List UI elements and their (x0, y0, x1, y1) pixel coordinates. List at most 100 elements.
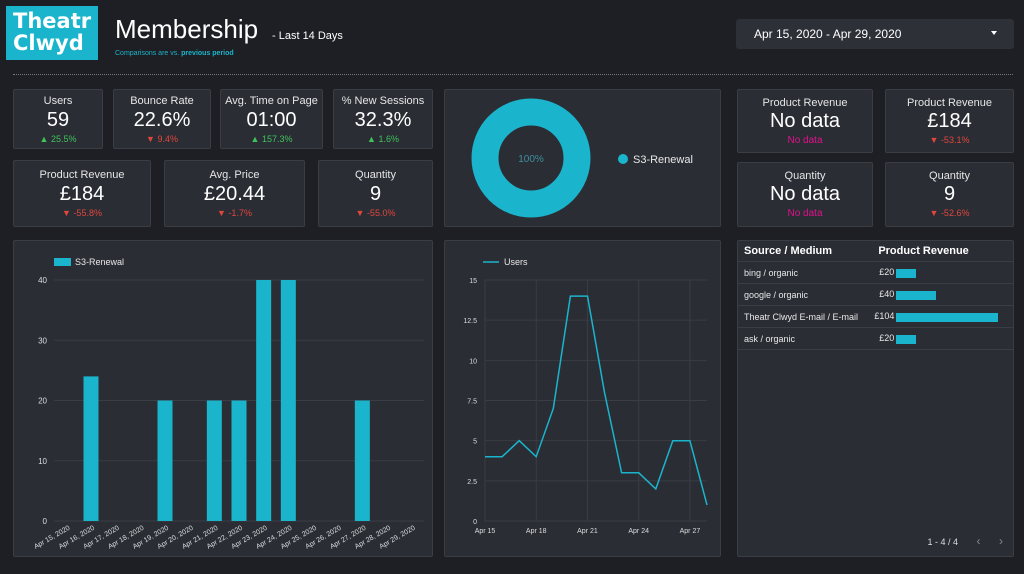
scorecard-sub: No data (787, 135, 823, 146)
divider (13, 74, 1013, 75)
scorecard-change: ▼ 9.4% (146, 134, 178, 144)
scorecard-quantity-current[interactable]: Quantity 9 ▼ -52.6% (885, 162, 1014, 227)
next-page-button[interactable]: › (999, 534, 1003, 548)
scorecard-value: No data (769, 110, 841, 132)
source-cell: Theatr Clwyd E-mail / E-mail (738, 305, 873, 328)
bar[interactable] (157, 400, 173, 522)
donut-center-label: 100% (518, 154, 544, 165)
x-tick-label: Apr 15 (475, 528, 496, 535)
comparison-note: Comparisons are vs. previous period (115, 50, 234, 57)
source-medium-table: Source / Medium Product Revenue bing / o… (738, 241, 1013, 350)
scorecard-value: 9 (369, 183, 382, 205)
scorecard-change: ▲ 157.3% (250, 134, 293, 144)
scorecard-label: Quantity (929, 170, 970, 182)
scorecard-value: £20.44 (203, 183, 266, 205)
revenue-value: £20 (879, 333, 895, 344)
scorecard-label: Avg. Price (209, 169, 260, 181)
scorecard-sub: ▼ -53.1% (929, 135, 970, 145)
scorecard-value: 22.6% (133, 109, 191, 131)
source-table-panel: Source / Medium Product Revenue bing / o… (737, 240, 1014, 557)
scorecard-bounce-rate[interactable]: Bounce Rate 22.6% ▼ 9.4% (113, 89, 211, 149)
scorecard-value: 59 (46, 109, 70, 131)
scorecard-product-revenue-compare[interactable]: Product Revenue No data No data (737, 89, 873, 153)
table-row[interactable]: ask / organic £20 (738, 327, 1013, 350)
legend-label: Users (504, 257, 528, 267)
logo-line-2: Clwyd (13, 31, 84, 55)
bar[interactable] (280, 280, 296, 521)
revenue-value: £20 (879, 267, 895, 278)
source-cell: ask / organic (738, 327, 873, 350)
line-chart-panel: Users 0 2.5 5 7.5 10 12.5 15 Apr 15 Apr 18 Apr 2… (444, 240, 721, 557)
scorecard-avg-time[interactable]: Avg. Time on Page 01:00 ▲ 157.3% (220, 89, 323, 149)
table-row[interactable]: bing / organic £20 (738, 261, 1013, 284)
table-row[interactable]: Theatr Clwyd E-mail / E-mail £104 (738, 305, 1013, 328)
bar[interactable] (231, 400, 247, 522)
scorecard-value: 9 (943, 183, 956, 205)
revenue-bar (896, 268, 916, 278)
scorecard-label: Quantity (355, 169, 396, 181)
source-cell: bing / organic (738, 261, 873, 284)
page-title: Membership (115, 14, 259, 44)
page-subtitle: - Last 14 Days (272, 30, 343, 42)
scorecard-avg-price[interactable]: Avg. Price £20.44 ▼ -1.7% (164, 160, 305, 227)
y-tick-label: 2.5 (467, 479, 477, 486)
scorecard-label: Quantity (784, 170, 826, 182)
bar[interactable] (256, 280, 272, 521)
donut-chart-panel: 100% S3-Renewal (444, 89, 721, 227)
donut-slice[interactable] (471, 98, 591, 218)
bar[interactable] (83, 376, 99, 521)
scorecard-quantity[interactable]: Quantity 9 ▼ -55.0% (318, 160, 433, 227)
x-tick-label: Apr 18 (526, 528, 547, 535)
y-tick-label: 7.5 (467, 399, 477, 406)
scorecard-quantity-compare[interactable]: Quantity No data No data (737, 162, 873, 227)
revenue-cell: £20 (872, 261, 1013, 284)
x-tick-label: Apr 21 (577, 528, 598, 535)
scorecard-product-revenue-current[interactable]: Product Revenue £184 ▼ -53.1% (885, 89, 1014, 153)
legend-label: S3-Renewal (633, 154, 693, 166)
y-tick-label: 10 (469, 358, 477, 365)
scorecard-change: ▲ 1.6% (367, 134, 399, 144)
scorecard-new-sessions[interactable]: % New Sessions 32.3% ▲ 1.6% (333, 89, 433, 149)
column-header-source[interactable]: Source / Medium (738, 241, 873, 262)
scorecard-product-revenue[interactable]: Product Revenue £184 ▼ -55.8% (13, 160, 151, 227)
revenue-bar (896, 312, 999, 322)
scorecard-value: £184 (927, 110, 972, 132)
legend-label: S3-Renewal (75, 257, 124, 267)
bar[interactable] (206, 400, 222, 522)
scorecard-label: Product Revenue (39, 169, 125, 181)
bar[interactable] (354, 400, 370, 522)
x-tick-label: Apr 27 (680, 528, 701, 535)
scorecard-value: No data (769, 183, 841, 205)
legend-swatch (618, 154, 628, 164)
logo: Theatr Clwyd (6, 6, 98, 60)
date-range-value: Apr 15, 2020 - Apr 29, 2020 (754, 27, 902, 41)
revenue-value: £40 (879, 289, 895, 300)
scorecard-users[interactable]: Users 59 ▲ 25.5% (13, 89, 103, 149)
revenue-cell: £40 (872, 283, 1013, 306)
prev-page-button[interactable]: ‹ (976, 534, 981, 548)
column-header-revenue[interactable]: Product Revenue (872, 241, 1013, 262)
y-tick-label: 30 (38, 336, 47, 345)
y-tick-label: 5 (473, 439, 477, 446)
series-line-users[interactable] (485, 295, 708, 506)
scorecard-value: £184 (59, 183, 105, 205)
y-tick-label: 15 (469, 278, 477, 285)
revenue-bar (896, 334, 916, 344)
legend-swatch (54, 258, 71, 266)
date-range-selector[interactable]: Apr 15, 2020 - Apr 29, 2020 (736, 19, 1014, 49)
y-tick-label: 0 (43, 517, 48, 526)
scorecard-change: ▲ 25.5% (39, 134, 77, 144)
line-chart: Users 0 2.5 5 7.5 10 12.5 15 Apr 15 Apr 18 Apr 2… (463, 257, 708, 535)
scorecard-label: % New Sessions (341, 95, 425, 107)
y-tick-label: 12.5 (463, 318, 477, 325)
revenue-cell: £104 (872, 305, 1013, 328)
y-tick-label: 0 (473, 519, 477, 526)
scorecard-sub: No data (787, 208, 823, 219)
table-row[interactable]: google / organic £40 (738, 283, 1013, 306)
bar-chart-panel: S3-Renewal 0 10 20 30 40 Apr 15, 2020 Apr 16,… (13, 240, 433, 557)
comparison-link[interactable]: previous period (181, 50, 234, 57)
scorecard-label: Bounce Rate (130, 95, 194, 107)
y-tick-label: 40 (38, 276, 47, 285)
scorecard-value: 01:00 (246, 109, 297, 131)
y-tick-label: 10 (38, 457, 47, 466)
